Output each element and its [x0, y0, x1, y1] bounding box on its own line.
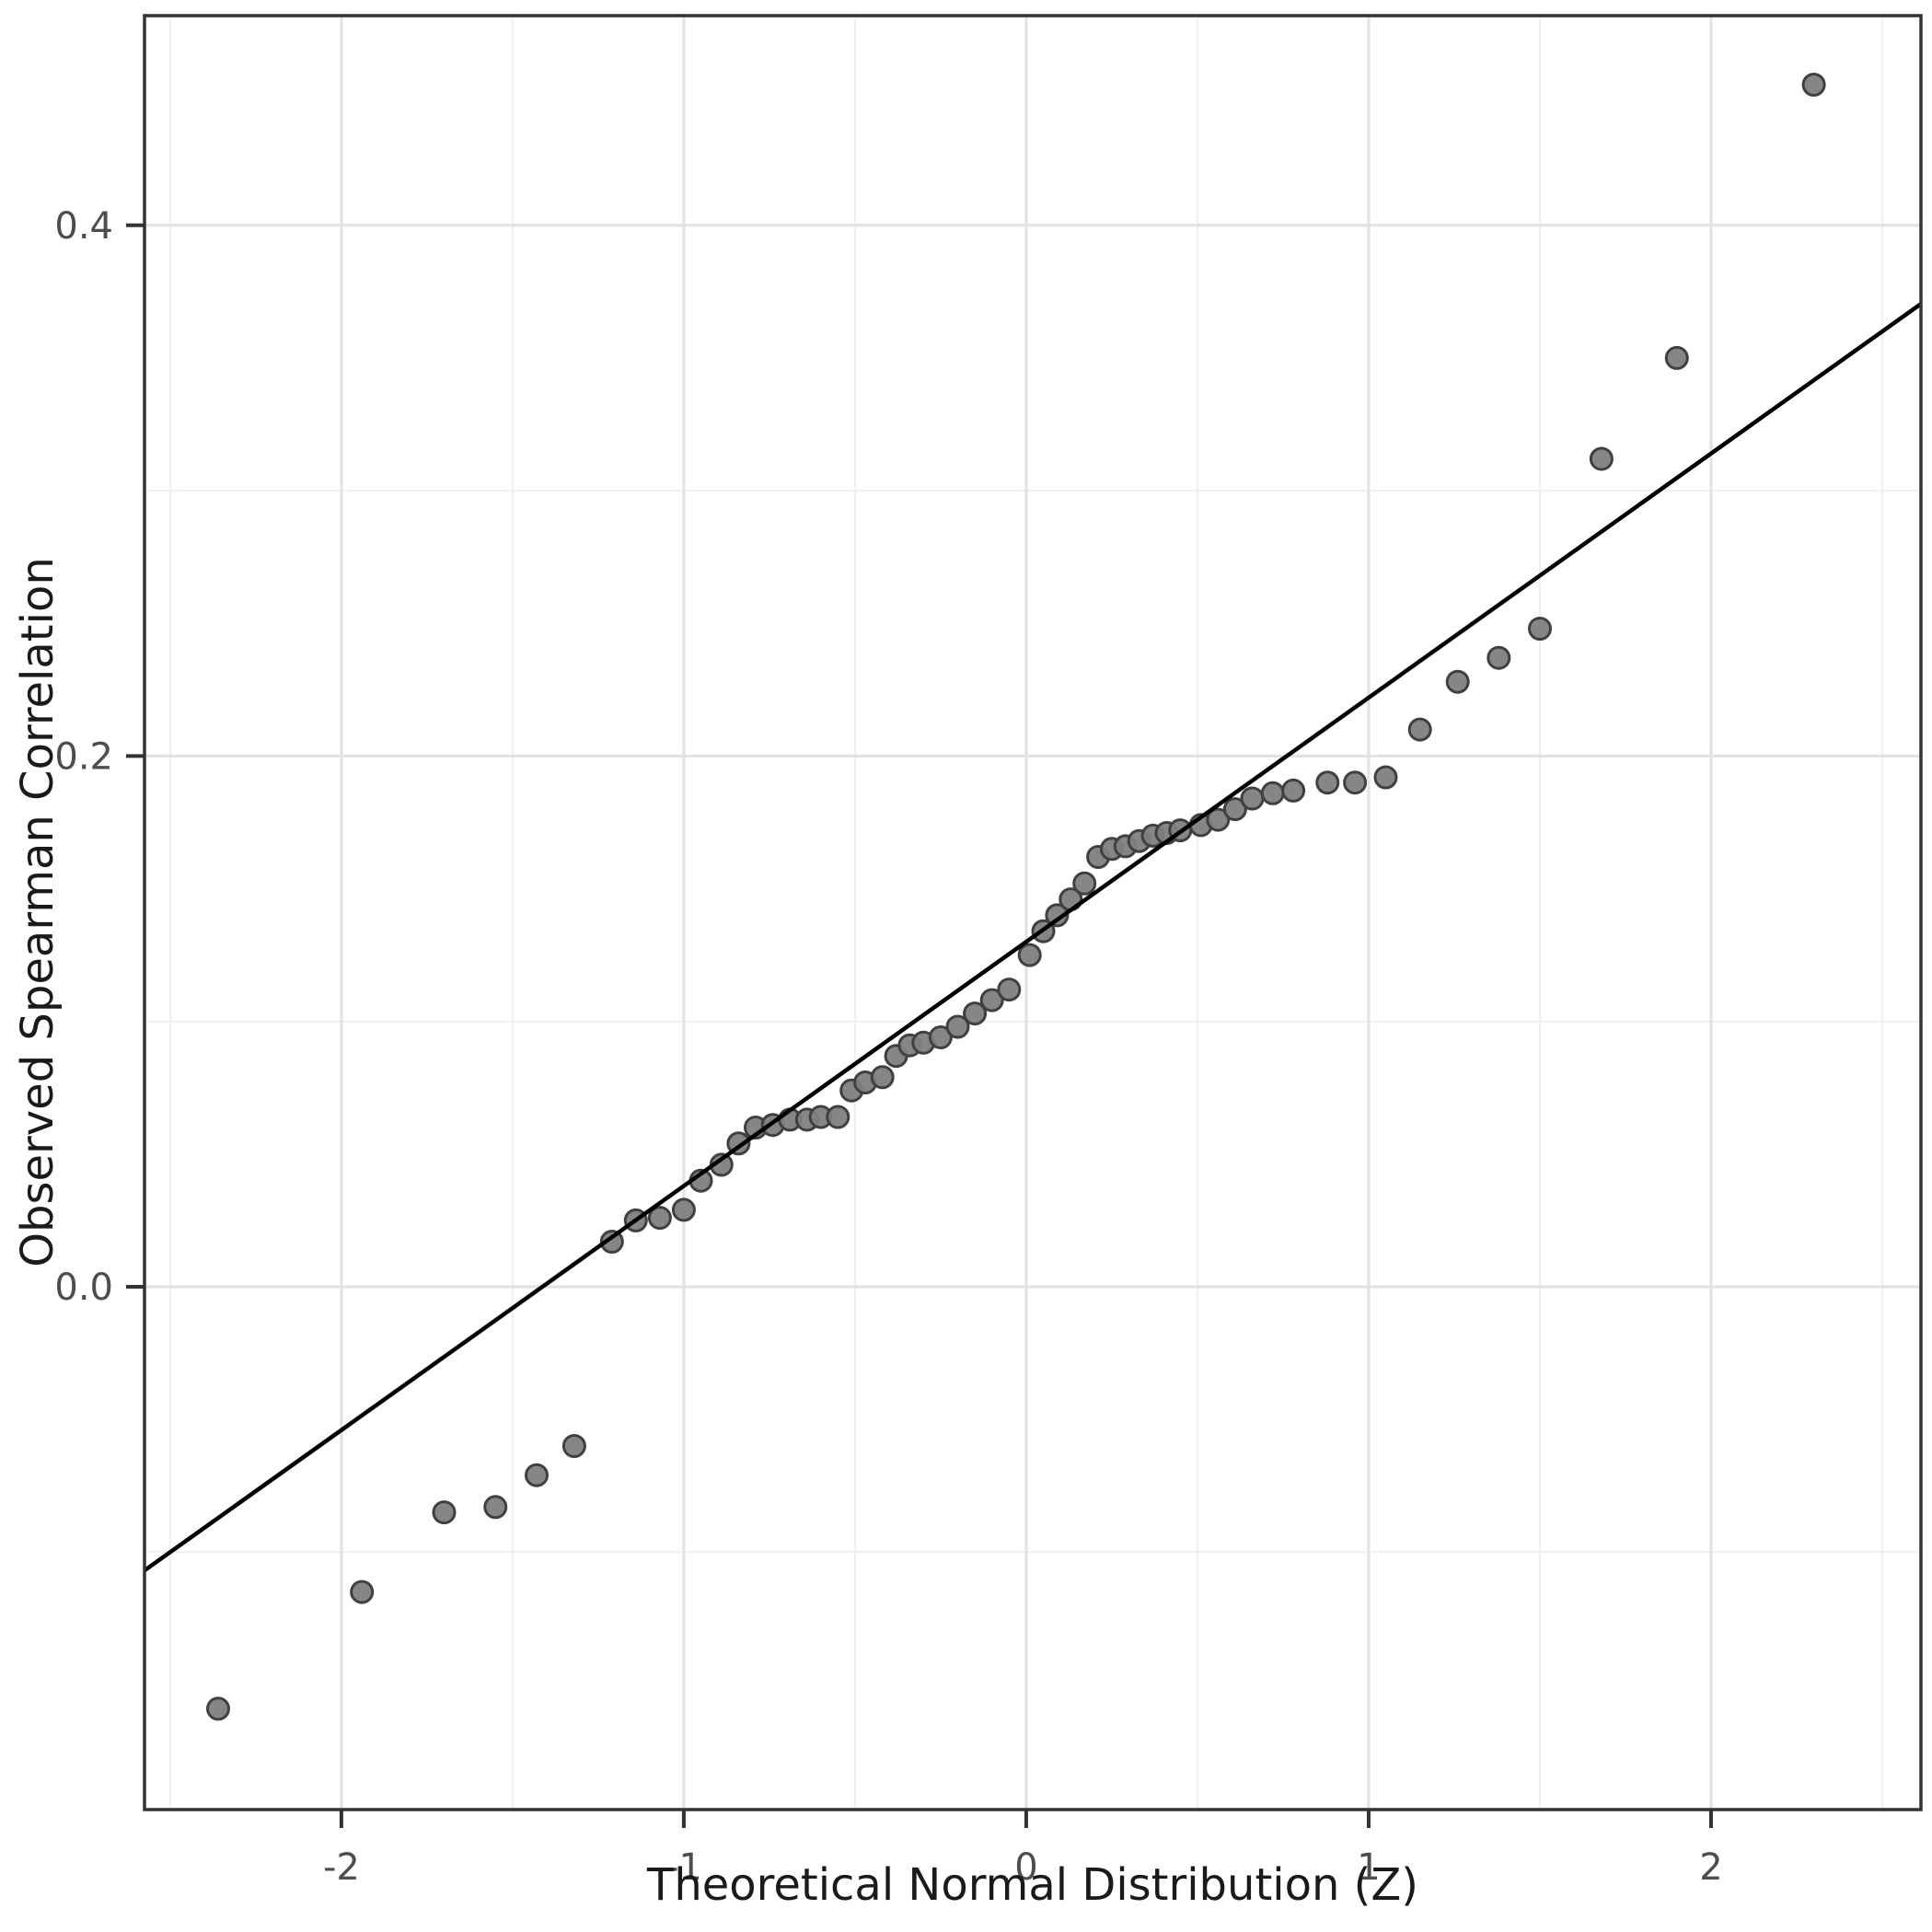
data-point: [928, 1025, 953, 1049]
data-point: [561, 1434, 586, 1458]
data-point: [1222, 797, 1247, 822]
x-tick-label: 0: [1014, 1846, 1037, 1889]
data-point: [1373, 765, 1398, 790]
data-point: [870, 1065, 895, 1090]
x-tick-label: -2: [323, 1846, 360, 1889]
data-point: [997, 978, 1022, 1002]
data-point: [1315, 770, 1340, 795]
y-tick-label: 0.0: [54, 1267, 113, 1309]
data-point: [1407, 717, 1432, 742]
data-point: [1801, 73, 1826, 97]
data-point: [1487, 645, 1511, 670]
data-point: [350, 1579, 375, 1604]
x-tick-label: 1: [1357, 1846, 1380, 1889]
data-point: [945, 1014, 970, 1039]
data-point: [1072, 871, 1097, 896]
x-axis-title: Theoretical Normal Distribution (Z): [646, 1859, 1418, 1911]
data-point: [826, 1105, 850, 1129]
panel-background: [145, 16, 1921, 1810]
data-point: [1664, 345, 1689, 370]
data-point: [1045, 903, 1070, 928]
data-point: [1260, 781, 1285, 805]
data-point: [1528, 617, 1552, 641]
x-tick-label: -1: [665, 1846, 702, 1889]
data-point: [1017, 943, 1042, 967]
data-point: [963, 1001, 988, 1026]
panel-border: [143, 14, 1923, 1811]
data-point: [1589, 446, 1614, 471]
data-point: [483, 1495, 508, 1520]
data-point: [1206, 807, 1231, 832]
data-point: [1343, 770, 1368, 795]
data-point: [1240, 786, 1265, 811]
data-point: [432, 1500, 457, 1525]
data-point: [671, 1197, 696, 1222]
y-tick-label: 0.4: [54, 205, 113, 248]
data-point: [1445, 669, 1470, 694]
data-point: [599, 1230, 624, 1254]
y-tick-label: 0.2: [54, 735, 113, 778]
x-tick-label: 2: [1699, 1846, 1722, 1889]
data-point: [525, 1463, 549, 1487]
data-point: [206, 1696, 230, 1721]
data-point: [647, 1206, 672, 1231]
data-point: [979, 988, 1004, 1012]
data-point: [1281, 778, 1306, 803]
qq-reference-line: [143, 302, 1923, 1573]
y-axis-title: Observed Spearman Correlation: [12, 557, 64, 1267]
